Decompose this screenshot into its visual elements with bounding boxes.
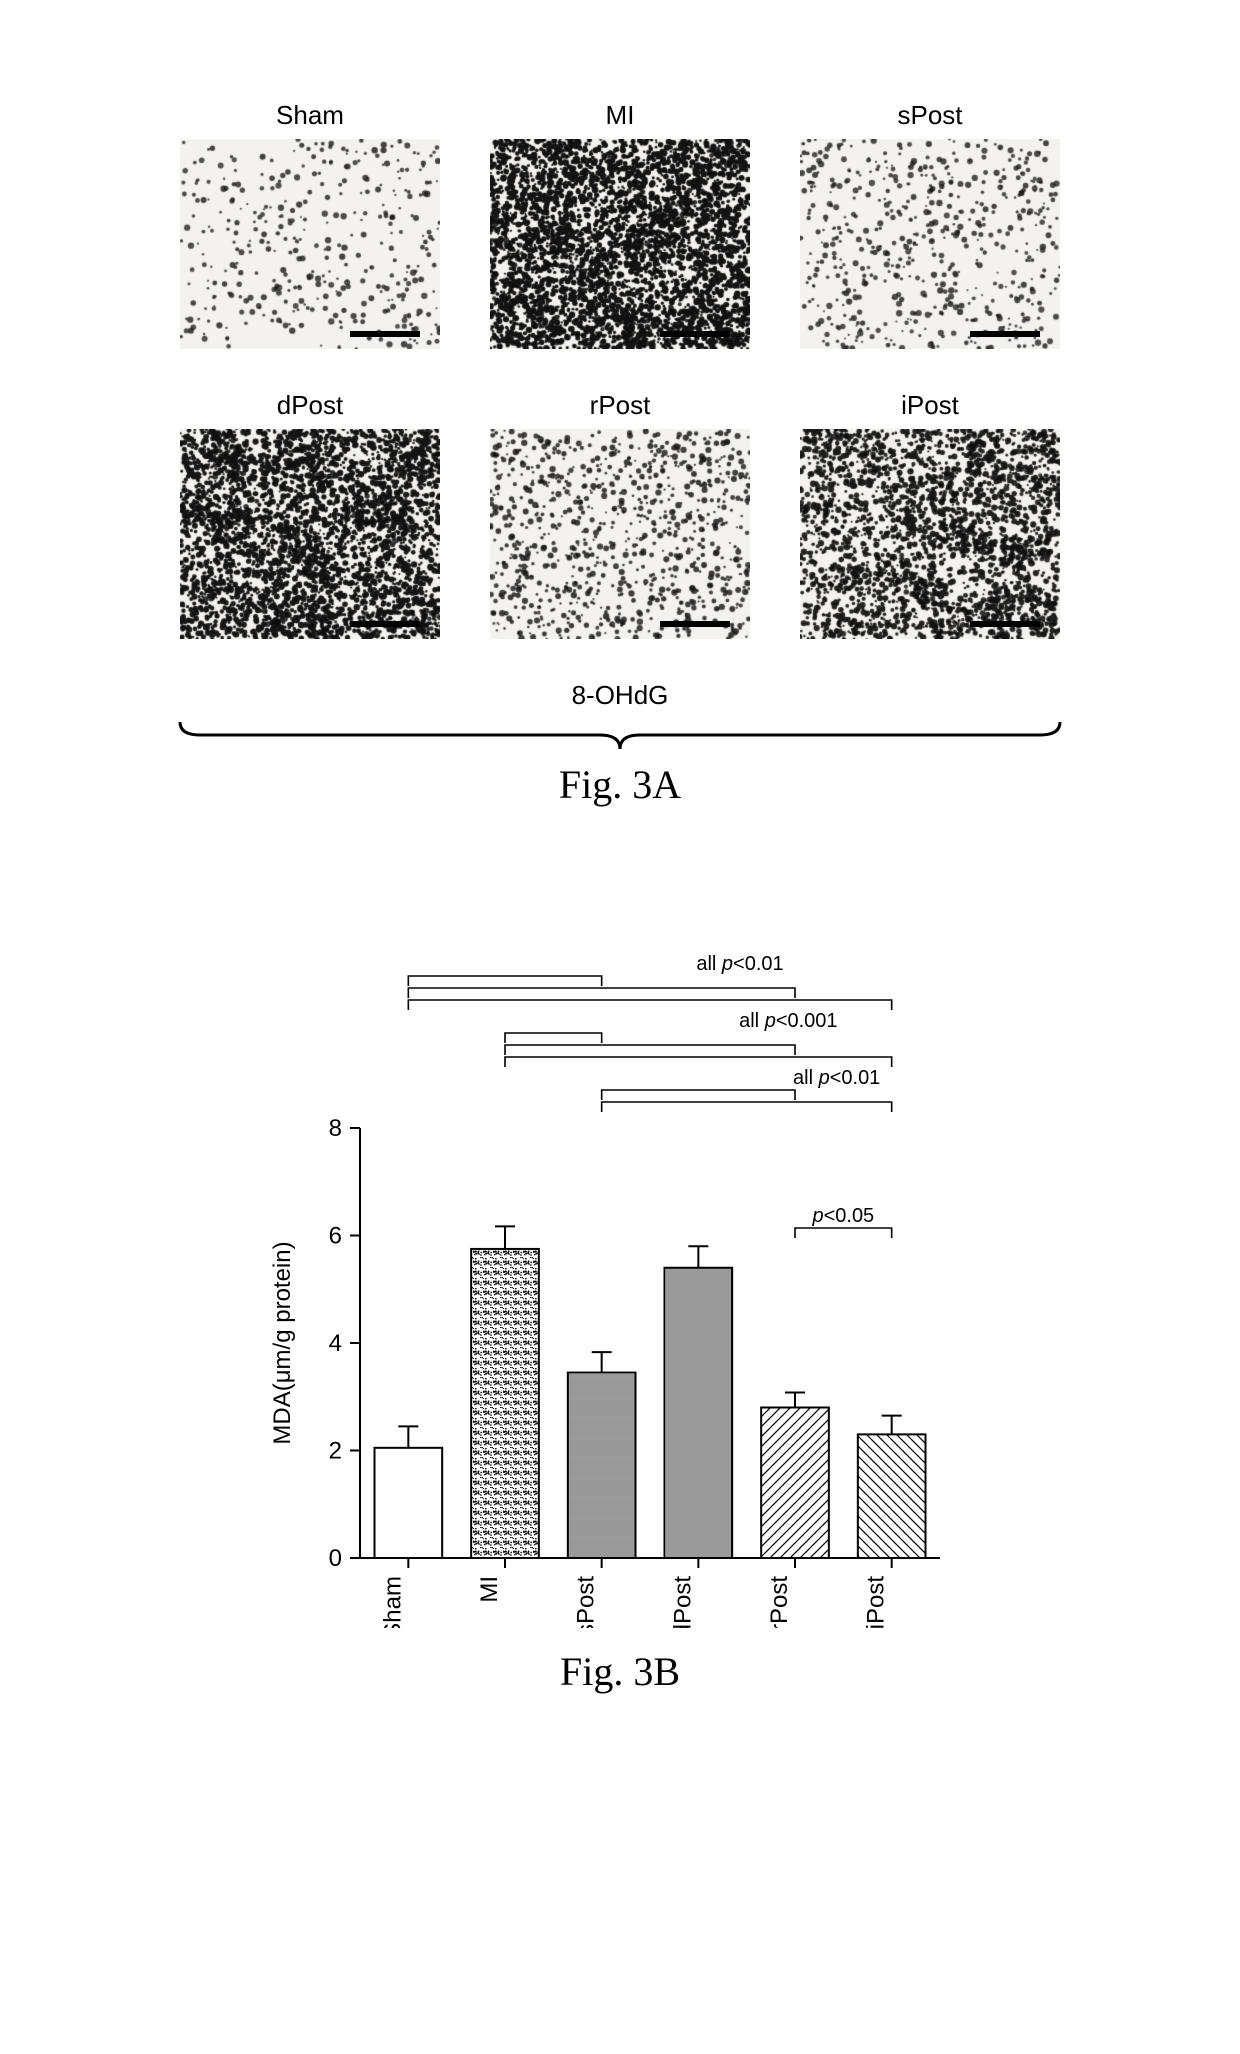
stain-label: 8-OHdG (140, 680, 1100, 711)
micrograph-image (180, 139, 440, 349)
bar-chart: 0 2 4 6 8 MDA(μm/g protein) Sham MI sPost dPost rP… (230, 928, 1010, 1628)
micrograph-label: MI (606, 100, 635, 131)
svg-text:all p<0.01: all p<0.01 (696, 953, 783, 975)
micrograph-spost: sPost (795, 100, 1065, 360)
svg-text:2: 2 (329, 1438, 342, 1465)
scale-bar (350, 621, 420, 627)
micrograph-dpost: dPost (175, 390, 445, 650)
micrograph-ipost: iPost (795, 390, 1065, 650)
micrograph-mi: MI (485, 100, 755, 360)
figure-b-caption: Fig. 3B (230, 1648, 1010, 1695)
svg-text:rPost: rPost (766, 1576, 793, 1628)
svg-text:all p<0.001: all p<0.001 (739, 1010, 837, 1032)
svg-text:0: 0 (329, 1545, 342, 1572)
svg-text:sPost: sPost (573, 1576, 600, 1628)
scale-bar (350, 331, 420, 337)
svg-text:all p<0.01: all p<0.01 (793, 1067, 880, 1089)
svg-text:Sham: Sham (379, 1576, 406, 1628)
svg-text:dPost: dPost (669, 1576, 696, 1628)
micrograph-image (490, 139, 750, 349)
scale-bar (970, 331, 1040, 337)
svg-text:MI: MI (476, 1576, 503, 1603)
micrograph-image (180, 429, 440, 639)
micrograph-label: iPost (901, 390, 959, 421)
figure-3a: Sham MI sPost dPost rPost iPost 8-OHdG Fig. 3… (140, 80, 1100, 808)
svg-text:8: 8 (329, 1115, 342, 1142)
figure-3b: 0 2 4 6 8 MDA(μm/g protein) Sham MI sPost dPost rP… (230, 928, 1010, 1688)
micrograph-label: rPost (590, 390, 651, 421)
micrograph-label: Sham (276, 100, 344, 131)
scale-bar (660, 331, 730, 337)
micrograph-label: dPost (277, 390, 344, 421)
micrograph-sham: Sham (175, 100, 445, 360)
micrograph-image (800, 139, 1060, 349)
scale-bar (660, 621, 730, 627)
scale-bar (970, 621, 1040, 627)
svg-text:iPost: iPost (863, 1576, 890, 1628)
svg-text:4: 4 (329, 1330, 342, 1357)
micrograph-rpost: rPost (485, 390, 755, 650)
micrograph-image (490, 429, 750, 639)
svg-text:6: 6 (329, 1223, 342, 1250)
micrograph-image (800, 429, 1060, 639)
svg-text:MDA(μm/g protein): MDA(μm/g protein) (269, 1241, 296, 1444)
micrograph-grid: Sham MI sPost dPost rPost iPost (140, 80, 1100, 670)
svg-text:p<0.05: p<0.05 (811, 1205, 874, 1227)
micrograph-label: sPost (897, 100, 962, 131)
curly-brace (170, 717, 1070, 757)
figure-a-caption: Fig. 3A (140, 761, 1100, 808)
